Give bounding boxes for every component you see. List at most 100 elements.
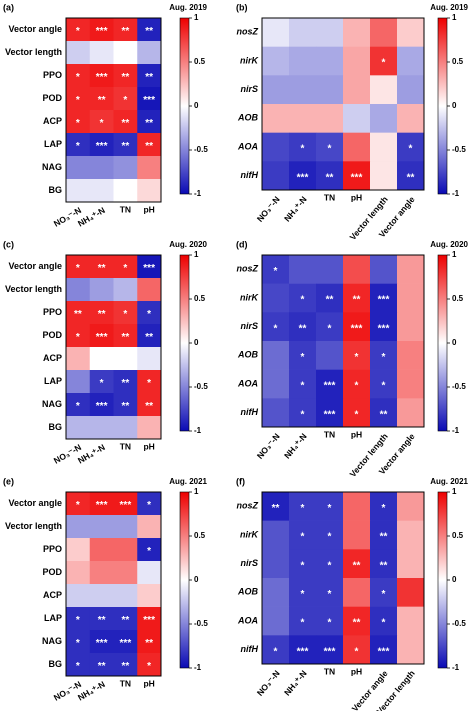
- column-label: NH₄⁺-N: [76, 679, 107, 703]
- heatmap-cell: [289, 492, 317, 521]
- colorbar-label: 1: [194, 13, 199, 22]
- heatmap-cell: [316, 312, 344, 342]
- heatmap-cell: [137, 278, 162, 302]
- significance: *: [76, 263, 80, 274]
- heatmap-cell: [316, 132, 344, 162]
- significance: ***: [120, 638, 132, 649]
- column-label: NO₃⁻-N: [255, 431, 282, 461]
- heatmap-cell: [370, 398, 398, 428]
- significance: **: [121, 661, 129, 672]
- significance: **: [353, 618, 361, 629]
- significance: **: [121, 141, 129, 152]
- significance: **: [380, 560, 388, 571]
- heatmap-cell: [370, 369, 398, 399]
- heatmap-cell: [262, 398, 290, 428]
- heatmap-cell: [370, 549, 398, 579]
- heatmap-cell: [343, 312, 371, 342]
- significance: *: [274, 646, 278, 657]
- heatmap-cell: [397, 161, 425, 191]
- heatmap-cell: [89, 41, 114, 65]
- row-label: LAP: [44, 376, 62, 386]
- heatmap-cell: [89, 370, 114, 394]
- column-label: TN: [324, 192, 335, 202]
- colorbar-label: -1: [194, 663, 202, 672]
- heatmap-cell: [397, 492, 425, 521]
- significance: *: [301, 409, 305, 420]
- colorbar-label: 0.5: [194, 294, 206, 303]
- heatmap-cell: [89, 416, 114, 440]
- row-label: nifH: [241, 170, 259, 180]
- significance: **: [326, 295, 334, 306]
- colorbar-label: -1: [194, 189, 202, 198]
- significance: **: [121, 26, 129, 37]
- significance: ***: [143, 95, 155, 106]
- colorbar-label: -0.5: [452, 145, 466, 154]
- heatmap-cell: [137, 179, 162, 203]
- significance: **: [145, 118, 153, 129]
- heatmap-cell: [113, 561, 138, 585]
- heatmap-cell: [289, 161, 317, 191]
- significance: *: [147, 661, 151, 672]
- colorbar: [179, 17, 190, 195]
- heatmap-cell: [289, 104, 317, 133]
- row-label: nirS: [240, 321, 258, 331]
- heatmap-cell: [397, 549, 425, 579]
- significance: ***: [96, 72, 108, 83]
- heatmap-cell: [397, 520, 425, 550]
- heatmap-cell: [89, 538, 114, 562]
- heatmap-cell: [343, 635, 371, 665]
- heatmap-cell: [66, 64, 91, 88]
- panel-date: Aug. 2019: [169, 3, 207, 12]
- heatmap-cell: [289, 341, 317, 370]
- heatmap-cell: [343, 46, 371, 76]
- colorbar-label: -0.5: [452, 619, 466, 628]
- significance: **: [145, 638, 153, 649]
- heatmap-cell: [262, 255, 290, 284]
- colorbar-label: 0.5: [194, 531, 206, 540]
- column-label: TN: [120, 204, 131, 214]
- heatmap-cell: [66, 393, 91, 417]
- heatmap-cell: [397, 398, 425, 428]
- heatmap-cell: [137, 561, 162, 585]
- heatmap-cell: [316, 46, 344, 76]
- colorbar-label: 0.5: [452, 294, 464, 303]
- significance: **: [145, 141, 153, 152]
- significance: **: [407, 172, 415, 183]
- row-label: Vector length: [5, 521, 62, 531]
- significance: *: [328, 144, 332, 155]
- heatmap-cell: [89, 18, 114, 42]
- heatmap-cell: [370, 46, 398, 76]
- panel-label: (e): [3, 476, 14, 486]
- heatmap-cell: [289, 312, 317, 342]
- heatmap-cell: [137, 584, 162, 608]
- heatmap-cell: [316, 606, 344, 636]
- heatmap-cell: [397, 283, 425, 313]
- row-label: Vector angle: [8, 24, 62, 34]
- row-label: LAP: [44, 139, 62, 149]
- row-label: ACP: [43, 353, 62, 363]
- significance: *: [301, 560, 305, 571]
- heatmap-cell: [370, 520, 398, 550]
- heatmap-border: [261, 17, 425, 191]
- heatmap-cell: [262, 75, 290, 105]
- column-label: pH: [351, 666, 362, 676]
- heatmap-cell: [343, 578, 371, 607]
- heatmap-cell: [89, 110, 114, 134]
- heatmap-cell: [397, 341, 425, 370]
- colorbar-label: 1: [452, 250, 457, 259]
- heatmap-cell: [89, 515, 114, 539]
- significance: ***: [351, 323, 363, 334]
- heatmap-cell: [343, 492, 371, 521]
- significance: ***: [96, 26, 108, 37]
- heatmap-cell: [113, 607, 138, 631]
- heatmap-cell: [397, 18, 425, 47]
- heatmap-cell: [397, 255, 425, 284]
- significance: *: [123, 263, 127, 274]
- significance: *: [123, 309, 127, 320]
- heatmap-cell: [66, 41, 91, 65]
- heatmap-cell: [66, 110, 91, 134]
- heatmap-cell: [262, 104, 290, 133]
- heatmap-cell: [66, 653, 91, 677]
- row-label: nirS: [240, 558, 258, 568]
- significance: *: [328, 618, 332, 629]
